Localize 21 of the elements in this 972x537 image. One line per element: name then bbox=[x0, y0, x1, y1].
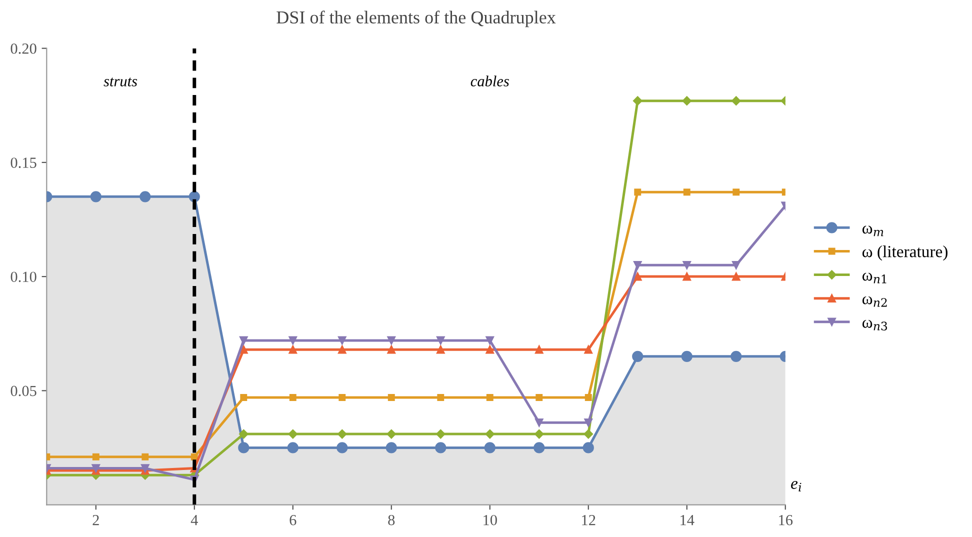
x-axis-title: e$_{i}$ bbox=[791, 480, 802, 492]
x-tick-label: 10 bbox=[484, 514, 497, 526]
y-tick-label: 0.10 bbox=[10, 272, 36, 282]
legend-label: ω (literature) bbox=[862, 246, 948, 261]
chart-title: DSI of the elements of the Quadruplex bbox=[276, 10, 556, 28]
x-tick-label: 14 bbox=[680, 515, 694, 526]
legend-label: ω$_{n3}$ bbox=[862, 320, 888, 330]
y-tick-label: 0.15 bbox=[10, 158, 36, 168]
annotation: struts bbox=[104, 78, 138, 86]
x-tick-label: 16 bbox=[779, 514, 793, 526]
y-tick-label: 0.20 bbox=[10, 43, 36, 54]
legend-label: ω$_{n2}$ bbox=[862, 296, 887, 307]
x-tick-label: 8 bbox=[388, 514, 395, 526]
x-tick-label: 4 bbox=[190, 515, 198, 526]
x-tick-label: 6 bbox=[290, 514, 296, 526]
legend-label: ω$_{n1}$ bbox=[862, 272, 886, 284]
y-tick-label: 0.05 bbox=[10, 386, 36, 396]
x-tick-label: 2 bbox=[92, 514, 99, 526]
legend-label: ω$_{m}$ bbox=[862, 226, 884, 236]
annotation: cables bbox=[470, 76, 509, 86]
x-tick-label: 12 bbox=[582, 514, 596, 526]
